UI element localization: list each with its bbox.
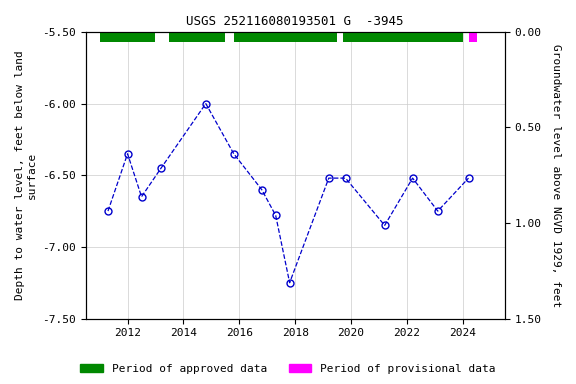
Legend: Period of approved data, Period of provisional data: Period of approved data, Period of provi… <box>76 359 500 379</box>
Bar <box>234 32 337 42</box>
Bar <box>100 32 156 42</box>
Y-axis label: Depth to water level, feet below land
surface: Depth to water level, feet below land su… <box>15 50 37 300</box>
Bar <box>468 32 477 42</box>
Bar <box>169 32 225 42</box>
Y-axis label: Groundwater level above NGVD 1929, feet: Groundwater level above NGVD 1929, feet <box>551 44 561 307</box>
Bar <box>343 32 463 42</box>
Title: USGS 252116080193501 G  -3945: USGS 252116080193501 G -3945 <box>187 15 404 28</box>
